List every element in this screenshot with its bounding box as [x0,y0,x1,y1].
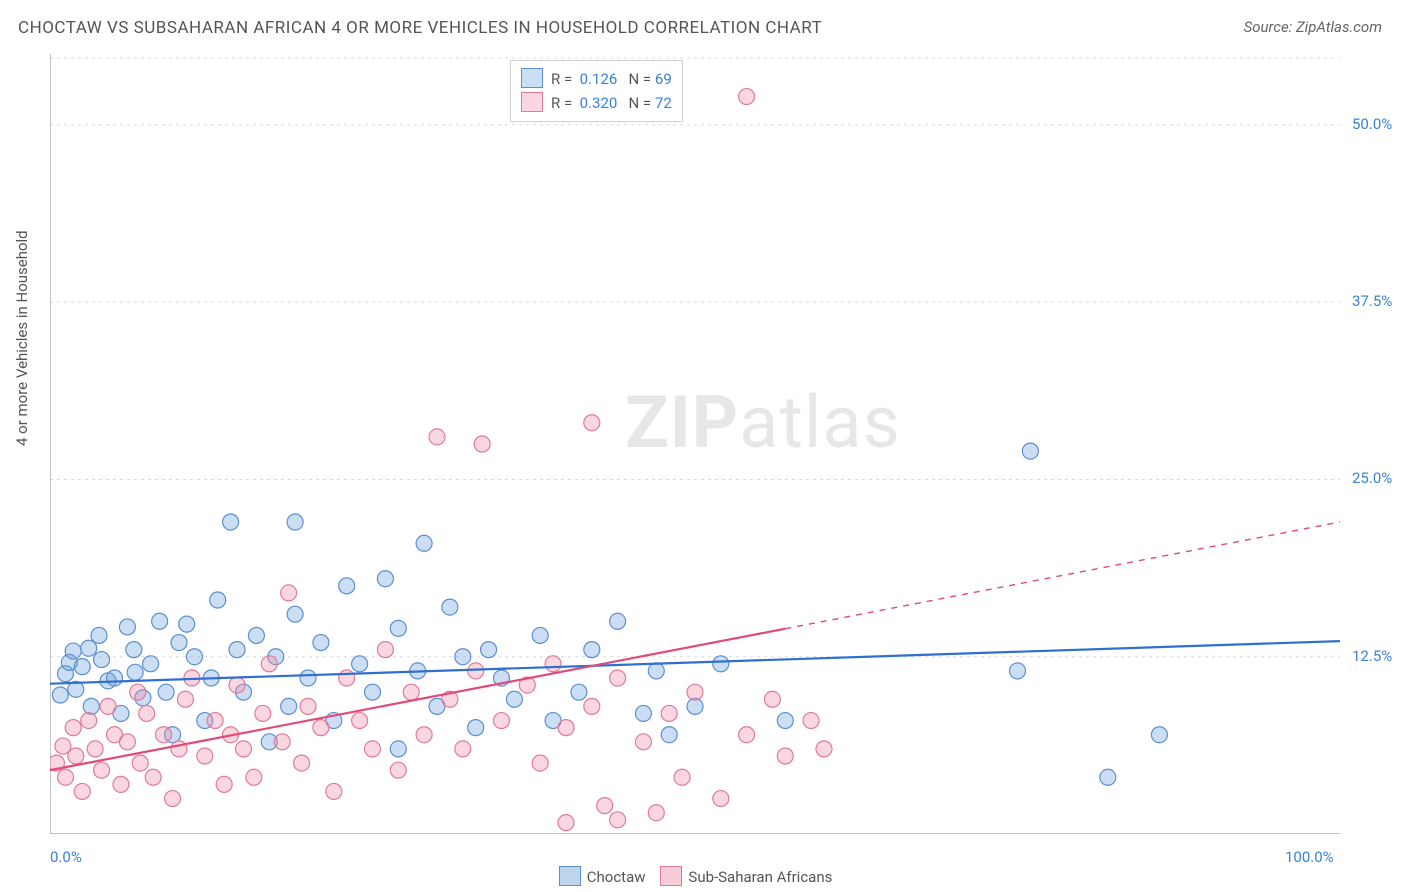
legend-label: Choctaw [587,868,646,886]
stats-legend-box: R = 0.126 N = 69R = 0.320 N = 72 [510,60,683,122]
legend-swatch [521,92,543,112]
source-attribution: Source: ZipAtlas.com [1244,18,1382,36]
y-tick-label: 37.5% [1352,292,1392,310]
plot-area [50,54,1340,834]
x-tick-label: 100.0% [1285,848,1334,866]
y-tick-label: 12.5% [1352,647,1392,665]
y-tick-label: 50.0% [1352,115,1392,133]
legend-label: Sub-Saharan Africans [688,868,832,886]
stat-row: R = 0.320 N = 72 [521,91,672,115]
chart-title: CHOCTAW VS SUBSAHARAN AFRICAN 4 OR MORE … [18,18,822,38]
scatter-plot-svg [50,54,1340,834]
y-axis-label: 4 or more Vehicles in Household [13,230,31,446]
legend-swatch [521,68,543,88]
stat-row: R = 0.126 N = 69 [521,67,672,91]
legend-swatch [660,866,682,886]
y-tick-label: 25.0% [1352,469,1392,487]
x-tick-label: 0.0% [50,848,82,866]
series-legend: Choctaw Sub-Saharan Africans [0,866,1406,886]
legend-swatch [559,866,581,886]
